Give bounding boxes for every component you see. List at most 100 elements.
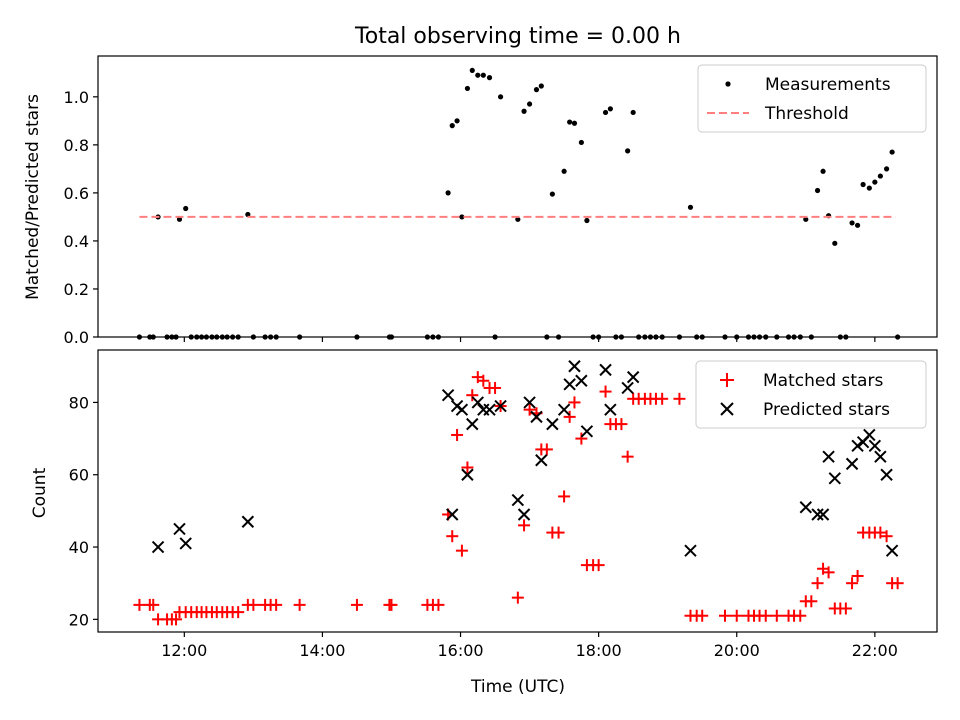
- predicted-stars-point: [599, 363, 612, 377]
- measurement-point: [430, 334, 436, 340]
- x-tick-label: 18:00: [576, 641, 622, 660]
- measurement-point: [555, 334, 562, 340]
- matched-stars-point: [451, 428, 464, 441]
- matched-stars-point: [719, 609, 732, 622]
- measurement-point: [578, 139, 584, 146]
- predicted-stars-point: [874, 450, 887, 463]
- measurement-point: [642, 334, 648, 340]
- measurement-point: [602, 109, 609, 116]
- measurement-point: [814, 187, 821, 194]
- predicted-stars-point: [563, 378, 576, 391]
- count-marks: [133, 360, 904, 626]
- count-legend: Matched stars Predicted stars: [695, 360, 927, 429]
- measurement-point: [797, 334, 803, 340]
- measurement-point: [687, 204, 694, 210]
- matched-stars-point: [489, 381, 502, 394]
- predicted-stars-point: [517, 508, 531, 521]
- predicted-stars-point: [575, 374, 588, 387]
- measurement-point: [354, 334, 360, 340]
- predicted-stars-point: [441, 388, 455, 402]
- measurement-point: [763, 334, 769, 340]
- predicted-stars-point: [530, 410, 543, 424]
- predicted-stars-point: [455, 403, 469, 416]
- predicted-stars-point: [845, 457, 859, 471]
- legend-threshold-label: Threshold: [764, 104, 849, 124]
- matched-stars-point: [730, 609, 743, 622]
- measurement-point: [872, 179, 878, 185]
- measurement-point: [694, 334, 700, 340]
- predicted-stars-point: [483, 403, 496, 416]
- measurement-point: [203, 334, 210, 340]
- measurement-point: [273, 334, 279, 340]
- predicted-stars-point: [461, 468, 474, 481]
- measurement-point: [388, 334, 395, 340]
- predicted-stars-point: [880, 468, 893, 481]
- ratio-legend: Measurements Threshold: [697, 64, 927, 133]
- matched-stars-point: [350, 598, 363, 611]
- measurement-point: [849, 220, 855, 226]
- measurement-point: [188, 334, 194, 340]
- measurement-point: [734, 334, 740, 340]
- y-tick-label: 20: [69, 610, 89, 629]
- measurement-point: [454, 118, 460, 124]
- matched-stars-point: [615, 418, 628, 431]
- x-tick-label: 22:00: [852, 641, 898, 660]
- matched-stars-point: [568, 396, 581, 409]
- measurement-point: [198, 334, 205, 340]
- measurement-point: [497, 94, 504, 100]
- measurement-point: [480, 72, 486, 78]
- measurement-point: [659, 334, 665, 340]
- predicted-stars-point: [179, 537, 192, 550]
- measurement-point: [860, 181, 866, 188]
- predicted-stars-point: [466, 417, 479, 431]
- measurement-point: [561, 168, 567, 174]
- measurement-point: [235, 334, 241, 340]
- measurement-point: [262, 334, 268, 340]
- ratio-panel-frame: [97, 55, 938, 338]
- measurement-point: [214, 334, 220, 340]
- matched-stars-point: [455, 544, 468, 557]
- measurement-point: [808, 334, 814, 340]
- matched-stars-point: [446, 530, 459, 543]
- predicted-stars-point: [446, 508, 459, 521]
- measurement-point: [526, 101, 533, 107]
- measurement-point: [699, 334, 705, 340]
- measurement-point: [219, 334, 225, 340]
- matched-stars-point: [247, 598, 260, 611]
- measurement-point: [486, 75, 493, 81]
- measurement-point: [150, 334, 156, 340]
- predicted-stars-point: [568, 360, 581, 373]
- predicted-stars-point: [799, 501, 813, 514]
- predicted-stars-point: [557, 403, 571, 416]
- chart-title: Total observing time = 0.00 h: [354, 24, 681, 49]
- measurement-point: [854, 222, 861, 228]
- y-tick-label: 1.0: [64, 88, 89, 107]
- measurement-point: [843, 334, 849, 340]
- measurement-point: [538, 83, 544, 89]
- predicted-stars-point: [471, 396, 485, 409]
- count-panel-frame: [97, 349, 938, 633]
- predicted-stars-point: [173, 522, 186, 536]
- matched-stars-point: [385, 598, 398, 611]
- matched-stars-point: [552, 526, 565, 539]
- count-x-ticks: 12:00 14:00 16:00 18:00 20:00 22:00: [161, 632, 898, 660]
- measurement-point: [469, 67, 475, 74]
- measurement-point: [449, 123, 455, 129]
- measurement-point: [544, 334, 550, 340]
- y-tick-label: 80: [69, 393, 89, 412]
- predicted-stars-point: [621, 381, 634, 395]
- predicted-stars-point: [684, 544, 697, 557]
- matched-stars-point: [874, 526, 887, 539]
- measurement-point: [245, 211, 251, 218]
- measurement-point: [837, 334, 843, 340]
- measurement-point: [866, 185, 872, 191]
- predicted-stars-point: [626, 370, 640, 384]
- matched-stars-point: [147, 598, 160, 611]
- measurement-point: [636, 334, 642, 340]
- measurement-point: [567, 119, 573, 125]
- measurement-point: [676, 334, 683, 340]
- predicted-stars-point: [241, 515, 255, 528]
- predicted-stars-point: [816, 508, 830, 521]
- measurement-point: [618, 334, 625, 340]
